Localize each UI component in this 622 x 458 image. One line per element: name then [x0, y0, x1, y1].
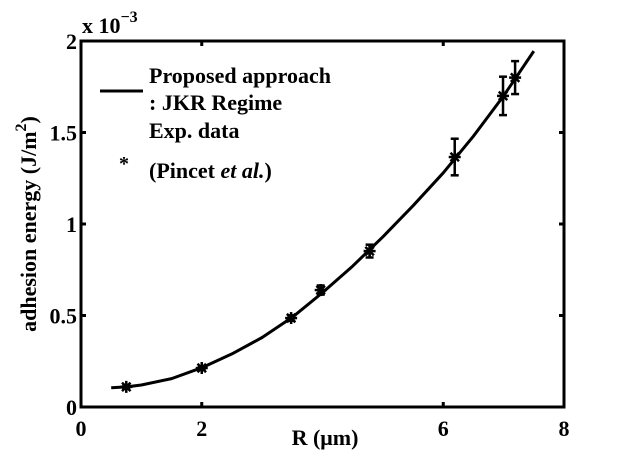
asterisk-marker-icon: [497, 89, 510, 102]
legend: Proposed approach : JKR Regime * Exp. da…: [100, 63, 336, 183]
axis-ticks: [81, 41, 564, 407]
x-tick-label: 2: [196, 416, 207, 441]
x-axis-label: R (μm): [292, 425, 359, 450]
y-tick-label: 0.5: [50, 304, 78, 329]
asterisk-marker-icon: [509, 71, 522, 84]
x-tick-label: 6: [438, 416, 449, 441]
legend-asterisk-icon: *: [119, 153, 129, 175]
plot-area: 0 2 6 8 0 0.5 1 1.5 2: [50, 29, 570, 441]
x-tick-labels: 0 2 6 8: [76, 416, 570, 441]
x-tick-label: 8: [559, 416, 570, 441]
asterisk-marker-icon: [448, 151, 461, 164]
asterisk-marker-icon: [285, 312, 298, 325]
y-tick-label: 1.5: [50, 121, 78, 146]
y-multiplier: x 10−3: [82, 9, 138, 38]
asterisk-marker-icon: [195, 362, 208, 375]
legend-label-exp: Exp. data (Pincet et al.): [149, 118, 272, 183]
y-tick-label: 2: [66, 29, 77, 54]
legend-label-model: Proposed approach : JKR Regime: [149, 63, 336, 115]
y-axis-label: adhesion energy (J/m2): [13, 116, 41, 332]
asterisk-marker-icon: [120, 380, 133, 393]
y-tick-label: 1: [66, 212, 77, 237]
y-tick-labels: 0 0.5 1 1.5 2: [50, 29, 78, 420]
asterisk-marker-icon: [363, 245, 376, 258]
asterisk-marker-icon: [314, 284, 327, 297]
x-tick-label: 0: [76, 416, 87, 441]
y-tick-label: 0: [66, 395, 77, 420]
data-markers: [120, 71, 522, 393]
